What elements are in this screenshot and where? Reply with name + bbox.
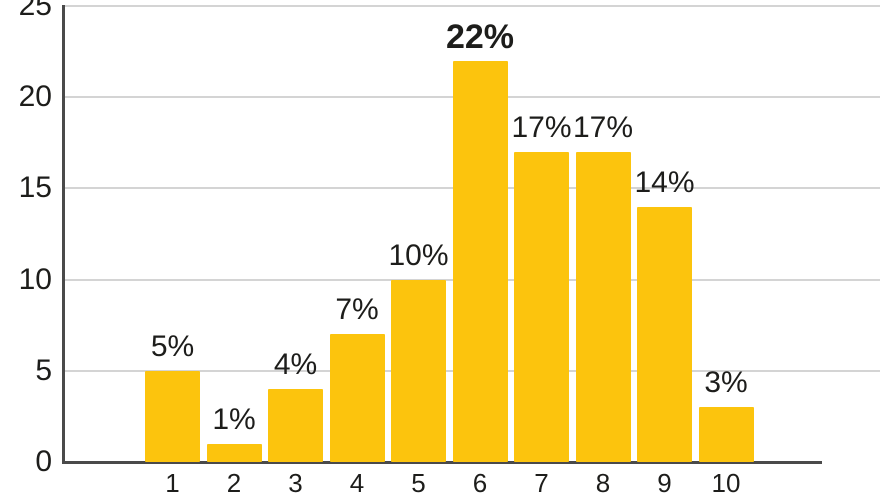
- gridline: [62, 4, 880, 7]
- y-axis-tick-label: 5: [35, 353, 52, 387]
- bar: [391, 279, 446, 462]
- x-axis-tick-label: 1: [165, 468, 180, 495]
- x-axis-tick-label: 4: [349, 468, 365, 495]
- y-axis-tick-label: 0: [35, 445, 52, 478]
- x-axis-tick-label: 7: [534, 468, 549, 495]
- x-axis-tick-label: 8: [595, 468, 611, 495]
- bar-value-label: 10%: [388, 238, 449, 272]
- x-axis-tick-label: 10: [711, 468, 741, 495]
- x-axis-line: [62, 461, 822, 464]
- x-axis-tick-label: 6: [472, 468, 488, 495]
- bar-value-label: 14%: [634, 165, 695, 199]
- y-axis-tick-label: 15: [18, 171, 52, 205]
- bar-value-label: 7%: [335, 293, 379, 327]
- bar: [268, 389, 323, 462]
- bar-value-label: 1%: [212, 402, 256, 436]
- y-axis-tick-label: 20: [18, 80, 52, 113]
- bar-value-label: 17%: [572, 110, 634, 144]
- bar-value-label: 5%: [150, 329, 195, 363]
- y-axis-tick-label: 10: [18, 262, 52, 296]
- bar: [575, 151, 631, 462]
- y-axis-tick-label: 25: [18, 0, 52, 22]
- bar-value-label: 22%: [445, 17, 515, 56]
- x-axis-tick-label: 3: [288, 468, 303, 495]
- bar: [514, 151, 569, 462]
- bar: [145, 370, 200, 462]
- x-axis-tick-label: 9: [657, 468, 672, 495]
- x-axis-tick-label: 5: [411, 468, 426, 495]
- y-axis-line: [62, 5, 65, 463]
- x-axis-tick-label: 2: [226, 468, 242, 495]
- bar: [698, 407, 754, 462]
- bar-value-label: 3%: [704, 366, 748, 400]
- bar: [452, 60, 508, 462]
- bar-value-label: 17%: [511, 110, 572, 144]
- bar: [637, 206, 692, 462]
- bar: [329, 334, 385, 462]
- bar: [206, 443, 262, 462]
- bar-value-label: 4%: [273, 348, 318, 381]
